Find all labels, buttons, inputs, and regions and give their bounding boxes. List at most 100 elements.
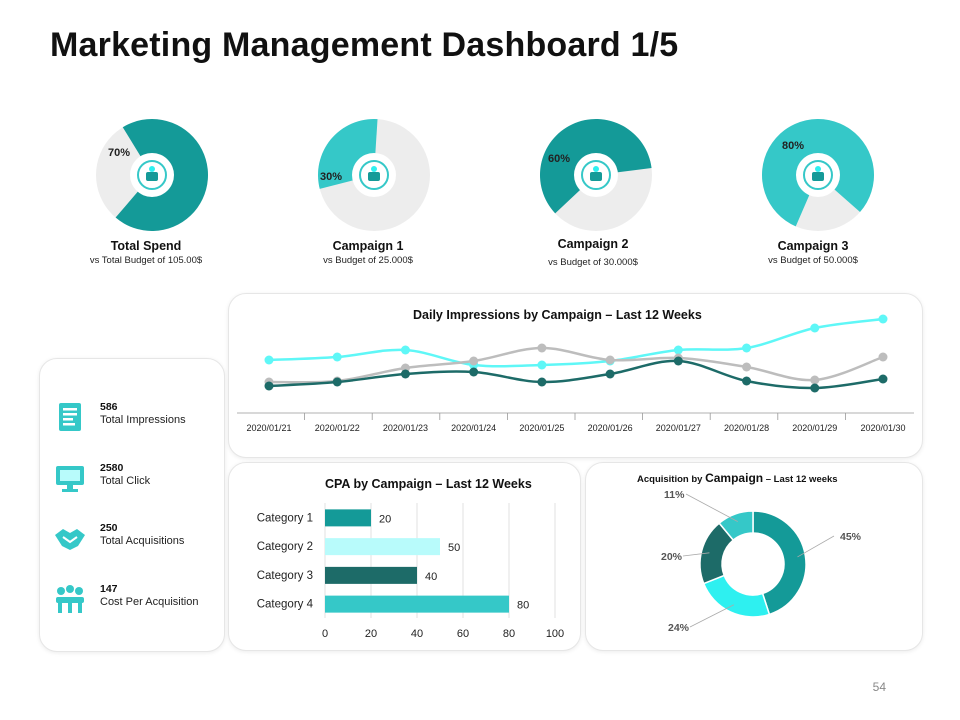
x-tick-label: 2020/01/25 (519, 423, 564, 433)
line-chart: 2020/01/21 2020/01/22 2020/01/23 2020/01/24… (237, 314, 914, 433)
line-point (742, 343, 752, 353)
line-point (537, 377, 547, 387)
donut-title-suffix: – Last 12 weeks (763, 474, 838, 485)
stat-total-acquisitions: 250 Total Acquisitions (40, 520, 220, 566)
kpi-title: Campaign 2 (557, 237, 629, 251)
bar-value-label: 50 (448, 542, 460, 554)
leader-line (682, 552, 710, 557)
slice-label: 45% (840, 531, 862, 543)
line-point (878, 374, 888, 384)
kpi-pie-total-spend (96, 119, 208, 231)
leader-line (685, 493, 738, 523)
x-tick-label: 2020/01/27 (656, 423, 701, 433)
handshake-icon (55, 529, 85, 550)
stat-label: Total Click (100, 475, 151, 487)
line-point (742, 376, 752, 386)
kpi-caption-campaign-1: Campaign 1 vs Budget of 25.000$ (268, 239, 468, 266)
kpi-pct-total-spend: 70% (108, 147, 131, 159)
slice-label: 11% (664, 489, 685, 501)
bar-value-label: 20 (379, 513, 391, 525)
kpi-subtitle: vs Budget of 50.000$ (768, 255, 858, 266)
stat-total-click: 2580 Total Click (40, 460, 220, 506)
bar-chart-title: CPA by Campaign – Last 12 Weeks (325, 477, 532, 491)
x-tick-label: 2020/01/22 (315, 423, 360, 433)
category-label: Category 1 (257, 512, 313, 524)
line-point (537, 343, 547, 353)
donut-title-prefix: Acquisition by (637, 474, 706, 485)
bar-chart-card: CPA by Campaign – Last 12 Weeks 0 20 40 60 8… (228, 462, 581, 651)
x-tick-label: 0 (322, 628, 328, 640)
stat-label: Cost Per Acquisition (100, 596, 199, 608)
line-point (878, 314, 888, 324)
x-tick-label: 2020/01/29 (792, 423, 837, 433)
kpi-pct-campaign-2: 60% (548, 153, 571, 165)
slice-label: 20% (661, 551, 683, 563)
line-point (605, 355, 615, 365)
x-tick-label: 2020/01/23 (383, 423, 428, 433)
line-point (332, 352, 342, 362)
line-point (810, 375, 820, 385)
line-point (673, 356, 683, 366)
x-tick-label: 2020/01/24 (451, 423, 496, 433)
kpi-title: Campaign 1 (332, 239, 404, 253)
bar (325, 509, 371, 527)
bar-chart: 0 20 40 60 80 100 Category 1 20 Category 2 50 Cate… (257, 503, 564, 640)
stat-value: 586 (100, 401, 118, 413)
stat-cost-per-acquisition: 147 Cost Per Acquisition (40, 581, 220, 627)
stat-value: 2580 (100, 462, 124, 474)
line-point (400, 369, 410, 379)
x-tick-label: 20 (365, 628, 377, 640)
stat-label: Total Impressions (100, 414, 186, 426)
donut-title-bold: Campaign (705, 471, 764, 485)
stat-total-impressions: 586 Total Impressions (40, 399, 220, 445)
donut-slice (718, 510, 754, 542)
line-point (264, 381, 274, 391)
page-title: Marketing Management Dashboard 1/5 (50, 26, 679, 64)
leader-line (689, 604, 735, 628)
line-point (469, 356, 479, 366)
category-label: Category 2 (257, 541, 313, 553)
line-point (673, 345, 683, 355)
bar (325, 595, 509, 613)
line-series-3 (268, 359, 884, 390)
kpi-pct-campaign-1: 30% (320, 171, 343, 183)
kpi-subtitle: vs Budget of 30.000$ (548, 257, 638, 268)
slice-label: 24% (668, 622, 690, 634)
line-point (332, 377, 342, 387)
kpi-pie-campaign-3 (762, 119, 874, 231)
bar (325, 538, 440, 556)
page-number: 54 (872, 680, 886, 694)
team-icon (56, 585, 84, 613)
x-tick-label: 2020/01/21 (246, 423, 291, 433)
x-tick-label: 100 (546, 628, 564, 640)
x-tick-label: 40 (411, 628, 423, 640)
kpi-title: Total Spend (110, 239, 182, 253)
line-point (264, 355, 274, 365)
hands-plant-icon (581, 160, 611, 190)
hand-money-icon (803, 160, 833, 190)
donut-slice (752, 510, 807, 616)
line-chart-title: Daily Impressions by Campaign – Last 12 … (413, 308, 702, 322)
kpi-caption-campaign-2: Campaign 2 vs Budget of 30.000$ (493, 237, 693, 268)
x-tick-label: 80 (503, 628, 515, 640)
category-label: Category 3 (257, 570, 313, 582)
donut-chart-title: Acquisition by Campaign – Last 12 weeks (637, 471, 838, 485)
category-label: Category 4 (257, 599, 314, 611)
leader-line (797, 535, 835, 558)
x-tick-label: 2020/01/26 (588, 423, 633, 433)
kpi-subtitle: vs Budget of 25.000$ (323, 255, 413, 266)
monitor-icon (56, 466, 84, 492)
donut-chart-card: Acquisition by Campaign – Last 12 weeks … (585, 462, 923, 651)
line-point (742, 362, 752, 372)
line-series-2 (268, 346, 884, 384)
donut-slice (702, 574, 771, 618)
document-icon (59, 403, 81, 431)
bar-value-label: 80 (517, 600, 529, 612)
line-point (810, 383, 820, 393)
money-bag-plant-icon (137, 160, 167, 190)
kpi-caption-total-spend: Total Spend vs Total Budget of 105.00$ (46, 239, 246, 266)
line-point (400, 345, 410, 355)
kpi-subtitle: vs Total Budget of 105.00$ (89, 255, 203, 266)
bar (325, 566, 417, 584)
line-series-1 (268, 317, 884, 368)
